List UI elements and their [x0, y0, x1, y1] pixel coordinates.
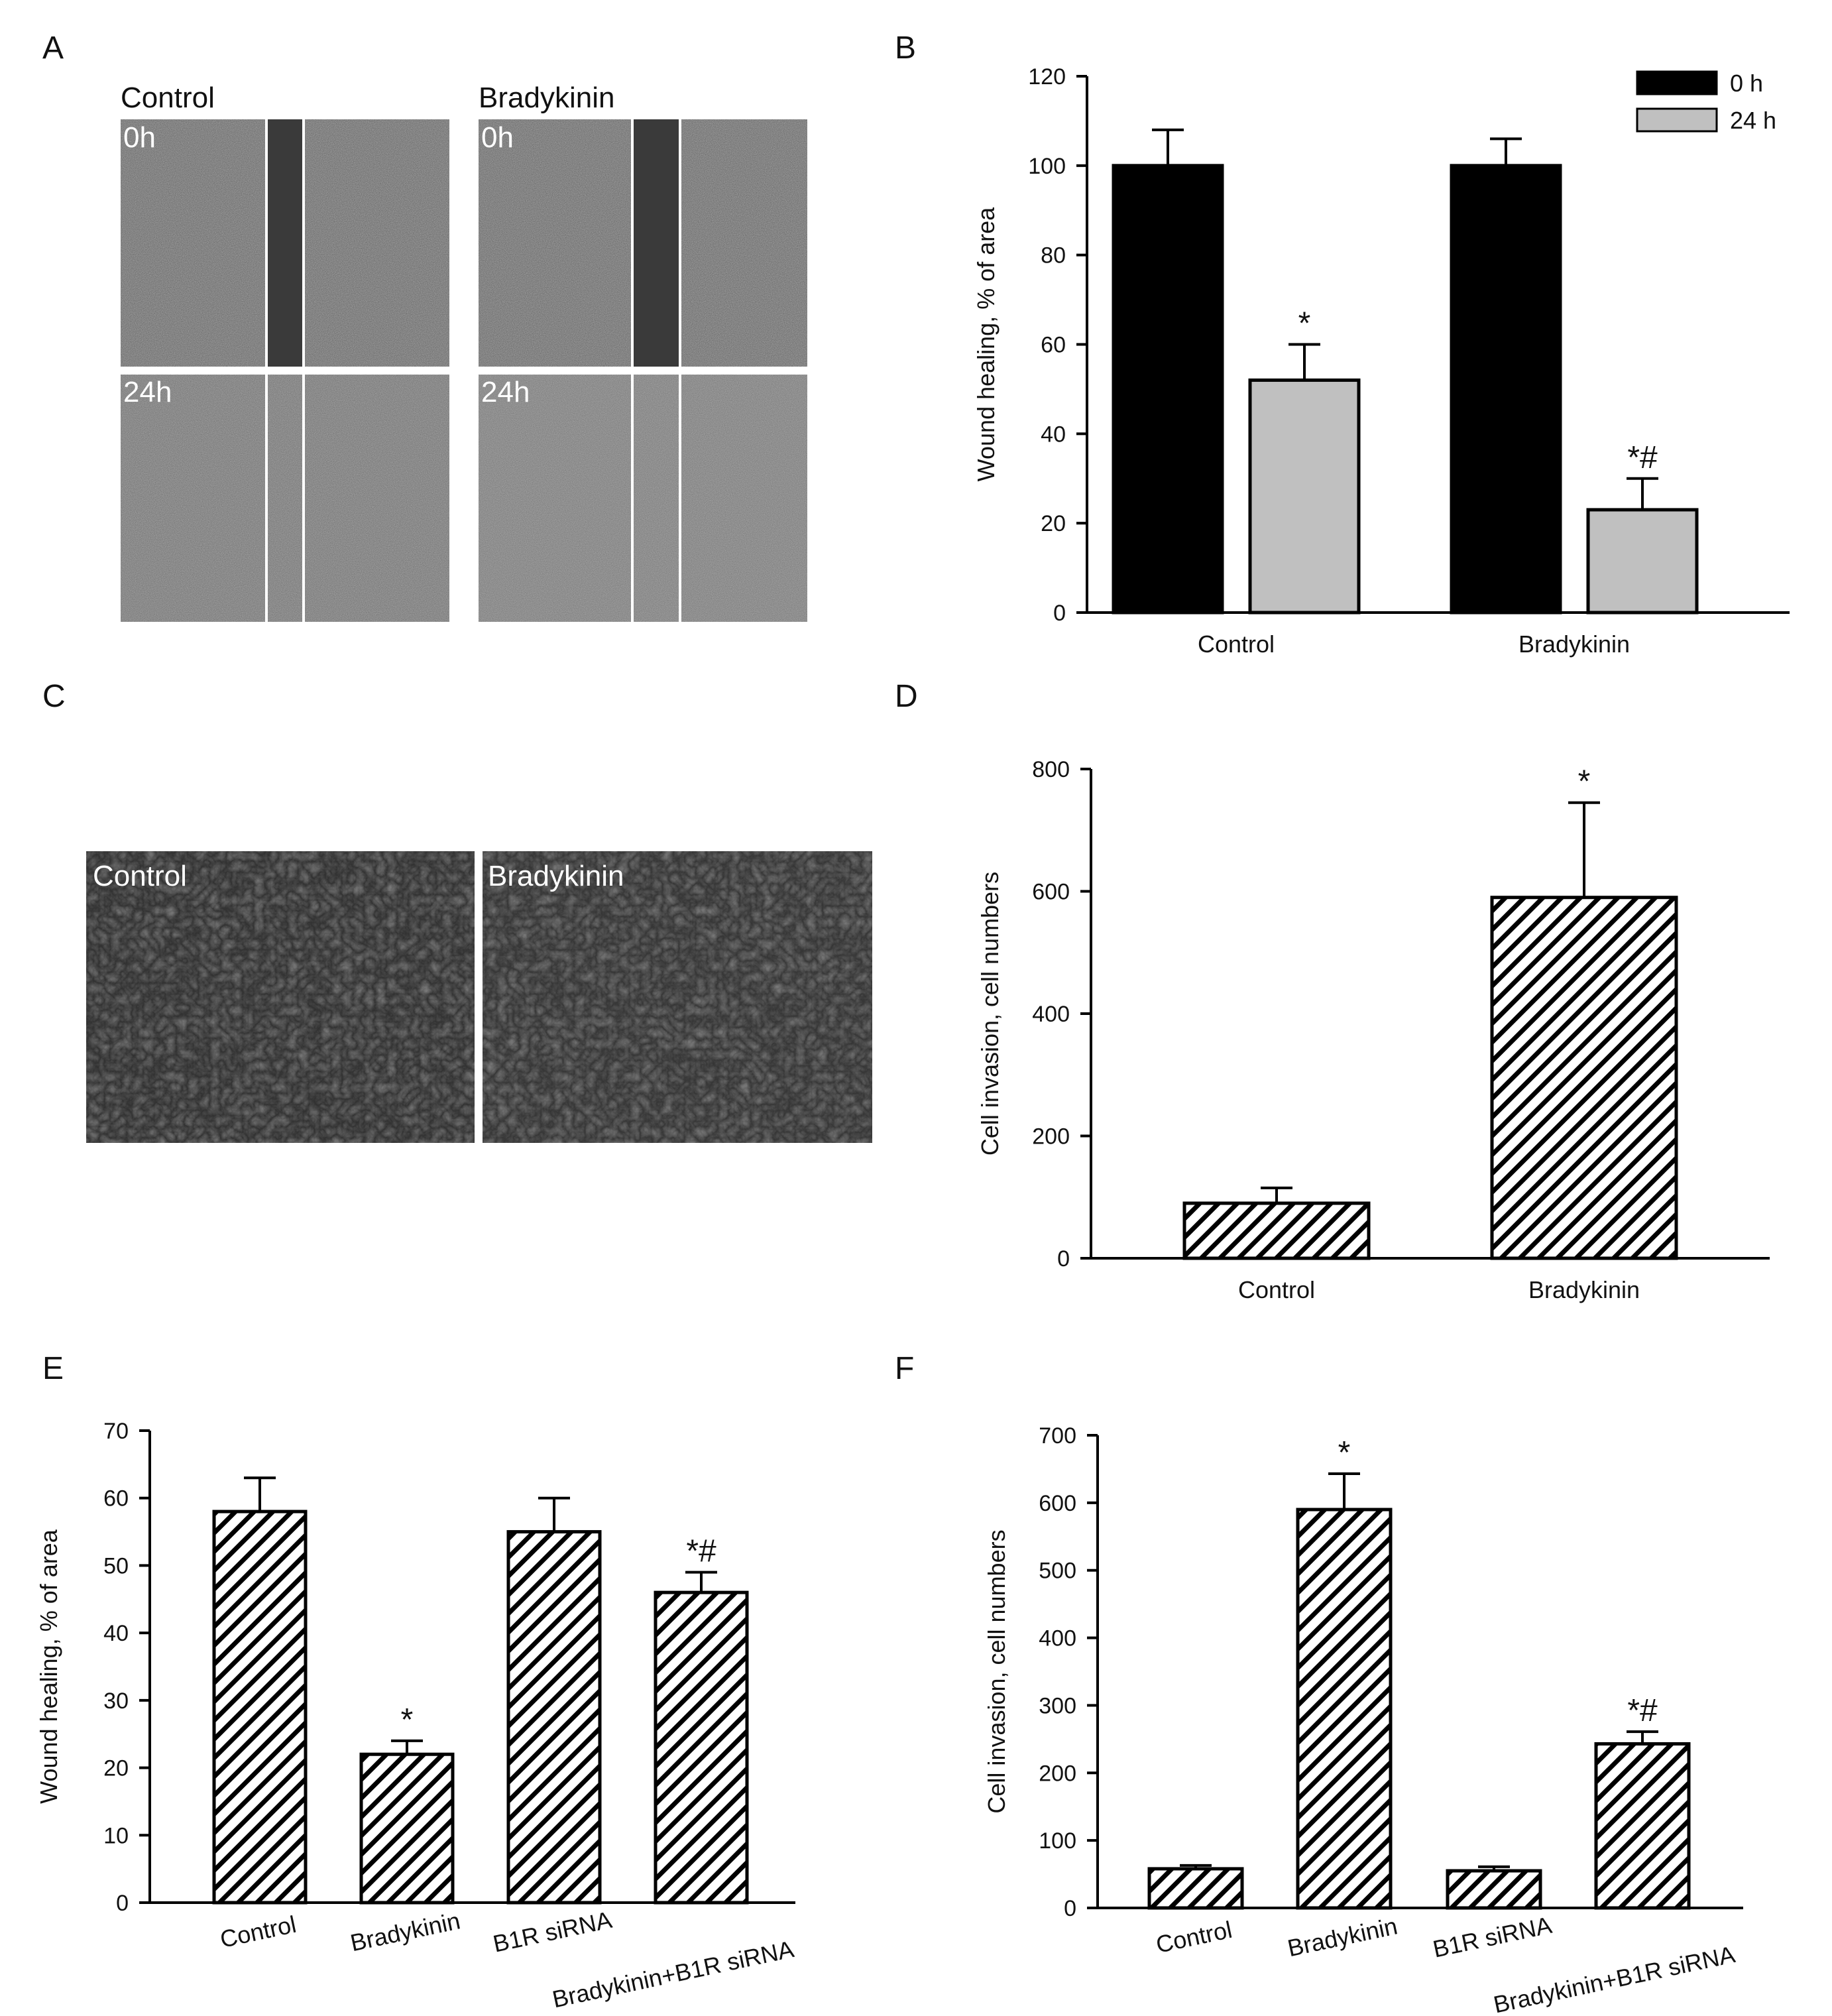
bar-f-b1r-sirna: [1446, 1869, 1542, 1910]
category-label-e-bradykinin-b1r-sirna: Bradykinin+B1R siRNA: [550, 1935, 797, 2013]
category-label-b-bradykinin: Bradykinin: [1518, 630, 1630, 658]
y-tick-label-e: 60: [103, 1486, 129, 1512]
y-tick-label-f: 200: [1039, 1761, 1076, 1786]
panel-letter-a: A: [42, 30, 64, 66]
y-tick-label-d: 400: [1032, 1002, 1070, 1027]
y-tick-label-f: 0: [1064, 1896, 1076, 1921]
bar-d-control: [1182, 1201, 1371, 1260]
bar-e-bradykinin: [359, 1752, 455, 1905]
micrograph-bradykinin-0h: 0h: [479, 119, 807, 367]
category-label-d-bradykinin: Bradykinin: [1528, 1276, 1640, 1303]
category-label-f-bradykinin: Bradykinin: [1285, 1912, 1400, 1962]
y-tick-label-e: 20: [103, 1756, 129, 1781]
legend-label-24-h: 24 h: [1730, 107, 1776, 134]
panel-letter-e: E: [42, 1351, 64, 1386]
bar-f-control: [1147, 1867, 1244, 1910]
y-tick-label-d: 200: [1032, 1124, 1070, 1150]
category-label-f-control: Control: [1153, 1916, 1234, 1958]
time-label-bradykinin-0h: 0h: [481, 121, 514, 154]
y-tick-label-f: 100: [1039, 1828, 1076, 1854]
micrograph-control-24h: 24h: [121, 375, 449, 622]
bar-f-bradykinin-b1r-sirna: [1594, 1742, 1691, 1910]
micrograph-invasion-bradykinin: Bradykinin: [483, 851, 872, 1143]
y-tick-label-f: 400: [1039, 1626, 1076, 1651]
y-tick-label-f: 300: [1039, 1693, 1076, 1718]
y-axis-title-b: Wound healing, % of area: [972, 207, 1000, 482]
significance-label-e: *: [401, 1702, 414, 1738]
panel-c-micrographs: Control Bradykinin: [86, 851, 872, 1143]
time-label-control-0h: 0h: [123, 121, 156, 154]
panel-a-label-control: Control: [121, 82, 215, 114]
y-tick-label-e: 50: [103, 1553, 129, 1578]
category-label-b-control: Control: [1198, 630, 1275, 658]
y-tick-label-f: 500: [1039, 1559, 1076, 1584]
significance-label-e: *#: [686, 1534, 716, 1569]
panel-a-label-bradykinin: Bradykinin: [479, 82, 614, 114]
chart-e-wound-healing-sirna: 0 10 20 30 40 50 60 70 Wound healing, % of area *…: [35, 1419, 796, 2013]
y-tick-label-e: 30: [103, 1689, 129, 1714]
y-tick-label-b: 100: [1028, 154, 1066, 179]
significance-label-b: *: [1298, 306, 1311, 341]
bar-d-bradykinin: [1490, 896, 1678, 1260]
y-tick-label-d: 800: [1032, 757, 1070, 782]
legend-swatch-24-h: [1636, 107, 1718, 133]
category-label-f-bradykinin-b1r-sirna: Bradykinin+B1R siRNA: [1491, 1940, 1738, 2016]
y-tick-label-f: 700: [1039, 1423, 1076, 1449]
panel-letter-b: B: [895, 30, 916, 66]
panel-c-label-bradykinin: Bradykinin: [488, 860, 624, 892]
y-tick-label-d: 0: [1057, 1246, 1070, 1272]
category-label-e-bradykinin: Bradykinin: [348, 1907, 463, 1956]
y-tick-label-b: 80: [1041, 243, 1066, 268]
time-label-control-24h: 24h: [123, 376, 172, 408]
category-label-e-control: Control: [217, 1911, 298, 1953]
legend-label-0-h: 0 h: [1730, 70, 1763, 97]
micrograph-bradykinin-24h: 24h: [479, 375, 807, 622]
y-axis-title-d: Cell invasion, cell numbers: [976, 872, 1003, 1156]
category-label-d-control: Control: [1238, 1276, 1315, 1303]
y-tick-label-e: 10: [103, 1823, 129, 1848]
significance-label-d: *: [1578, 764, 1591, 800]
category-label-f-b1r-sirna: B1R siRNA: [1430, 1911, 1554, 1963]
y-tick-label-e: 0: [116, 1891, 129, 1916]
y-tick-label-f: 600: [1039, 1491, 1076, 1516]
chart-f-cell-invasion-sirna: 0 100 200 300 400 500 600 700 Cell invasion, cel…: [983, 1423, 1743, 2016]
panel-letter-d: D: [895, 679, 918, 714]
micrograph-control-0h: 0h: [121, 119, 449, 367]
legend-swatch-0-h: [1636, 70, 1718, 95]
y-tick-label-b: 20: [1041, 511, 1066, 536]
significance-label-b: *#: [1627, 440, 1658, 475]
panel-letter-c: C: [42, 679, 66, 714]
chart-d-cell-invasion: 0 200 400 600 800 Cell invasion, cell numbers…: [976, 757, 1770, 1303]
bar-b-control-24-h: [1248, 378, 1361, 615]
significance-label-f: *: [1338, 1435, 1351, 1470]
y-tick-label-e: 70: [103, 1419, 129, 1444]
bar-b-control-0-h: [1112, 164, 1224, 615]
y-axis-title-f: Cell invasion, cell numbers: [983, 1529, 1010, 1813]
y-tick-label-b: 120: [1028, 64, 1066, 89]
micrograph-invasion-control: Control: [86, 851, 475, 1143]
time-label-bradykinin-24h: 24h: [481, 376, 530, 408]
bar-f-bradykinin: [1296, 1508, 1393, 1910]
y-tick-label-b: 60: [1041, 333, 1066, 358]
y-tick-label-e: 40: [103, 1621, 129, 1646]
bar-b-bradykinin-24-h: [1586, 508, 1699, 615]
y-tick-label-d: 600: [1032, 880, 1070, 905]
y-axis-title-e: Wound healing, % of area: [35, 1529, 62, 1804]
bar-b-bradykinin-0-h: [1450, 164, 1562, 615]
y-tick-label-b: 0: [1053, 601, 1066, 626]
chart-b-wound-healing: 0 20 40 60 80 100 120 Wound healing, % of area *…: [972, 64, 1790, 658]
bar-e-control: [212, 1510, 308, 1905]
panel-a-micrographs: Control Bradykinin 0h 0h 24h: [121, 82, 807, 622]
category-label-e-b1r-sirna: B1R siRNA: [490, 1906, 614, 1958]
bar-e-bradykinin-b1r-sirna: [654, 1590, 749, 1905]
panel-letter-f: F: [895, 1351, 914, 1386]
bar-e-b1r-sirna: [506, 1530, 602, 1905]
panel-c-label-control: Control: [93, 860, 187, 892]
y-tick-label-b: 40: [1041, 422, 1066, 447]
significance-label-f: *#: [1627, 1693, 1658, 1728]
